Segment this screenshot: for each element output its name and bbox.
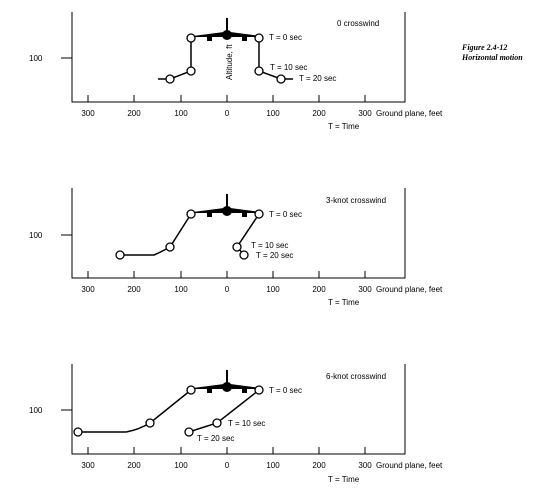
figure-title: Horizontal motion: [462, 53, 523, 62]
time-legend: T = Time: [328, 122, 360, 131]
altitude-axis-label: Altitude, ft: [225, 44, 234, 80]
y-tick-label: 100: [29, 231, 43, 240]
y-tick-label: 100: [29, 406, 43, 415]
x-tick-labels: 300 200 100 0 100 200 300: [81, 109, 372, 118]
x-tick-label: 200: [312, 109, 326, 118]
x-tick-label: 0: [225, 109, 230, 118]
ground-plane-label: Ground plane, feet: [376, 109, 443, 118]
panel-frame: [71, 364, 406, 455]
x-tick-label: 0: [225, 461, 230, 470]
panel-frame: [71, 188, 406, 279]
time-label-t0: T = 0 sec: [269, 33, 302, 42]
x-tick-label: 100: [174, 109, 188, 118]
time-label-t10: T = 10 sec: [228, 419, 265, 428]
vortex-path-left: [158, 33, 196, 84]
vortex-path-right: [184, 385, 264, 437]
x-tick-label: 200: [312, 285, 326, 294]
y-tick-label: 100: [29, 54, 43, 63]
x-tick-label: 300: [358, 285, 372, 294]
x-tick-label: 200: [127, 461, 141, 470]
time-legend: T = Time: [328, 298, 360, 307]
vortex-path-right: [232, 209, 264, 260]
vortex-path-left: [73, 385, 196, 437]
panel-title: 6-knot crosswind: [326, 372, 386, 381]
panel-frame: [71, 12, 406, 103]
time-label-t0: T = 0 sec: [269, 386, 302, 395]
x-ticks: [87, 447, 366, 454]
panel-title: 3-knot crosswind: [326, 196, 386, 205]
x-tick-label: 100: [266, 285, 280, 294]
time-label-t20: T = 20 sec: [256, 251, 293, 260]
panel-3-knot-crosswind: 3-knot crosswind 100 300 200 100 0 100 2…: [29, 188, 443, 307]
panel-title: 0 crosswind: [337, 19, 379, 28]
x-tick-label: 200: [312, 461, 326, 470]
panel-0-crosswind: 0 crosswind 100 300 200 100 0 100 200 30…: [29, 12, 443, 131]
time-label-t20: T = 20 sec: [299, 74, 336, 83]
x-tick-label: 300: [81, 461, 95, 470]
x-tick-label: 100: [266, 461, 280, 470]
ground-plane-label: Ground plane, feet: [376, 285, 443, 294]
x-tick-labels: 300 200 100 0 100 200 300: [81, 285, 372, 294]
time-label-t10: T = 10 sec: [270, 63, 307, 72]
vortex-path-right: [254, 33, 293, 84]
time-legend: T = Time: [328, 475, 360, 484]
ground-plane-label: Ground plane, feet: [376, 461, 443, 470]
x-tick-label: 300: [358, 109, 372, 118]
vortex-path-left: [115, 209, 196, 260]
panel-6-knot-crosswind: 6-knot crosswind 100 300 200 100 0 100 2…: [29, 364, 443, 484]
x-tick-label: 200: [127, 285, 141, 294]
x-tick-label: 300: [81, 285, 95, 294]
x-tick-label: 300: [358, 461, 372, 470]
x-tick-label: 100: [174, 285, 188, 294]
time-label-t20: T = 20 sec: [197, 434, 234, 443]
x-tick-label: 300: [81, 109, 95, 118]
x-tick-label: 100: [266, 109, 280, 118]
airplane-icon: [193, 194, 261, 217]
figure-number: Figure 2.4-12: [462, 43, 508, 52]
time-label-t10: T = 10 sec: [251, 241, 288, 250]
x-ticks: [87, 271, 366, 278]
x-ticks: [87, 95, 366, 102]
x-tick-label: 200: [127, 109, 141, 118]
figure-caption: Figure 2.4-12 Horizontal motion: [462, 43, 538, 63]
airplane-icon: [193, 18, 261, 41]
x-tick-labels: 300 200 100 0 100 200 300: [81, 461, 372, 470]
x-tick-label: 100: [174, 461, 188, 470]
airplane-icon: [193, 370, 261, 393]
time-label-t0: T = 0 sec: [269, 210, 302, 219]
x-tick-label: 0: [225, 285, 230, 294]
